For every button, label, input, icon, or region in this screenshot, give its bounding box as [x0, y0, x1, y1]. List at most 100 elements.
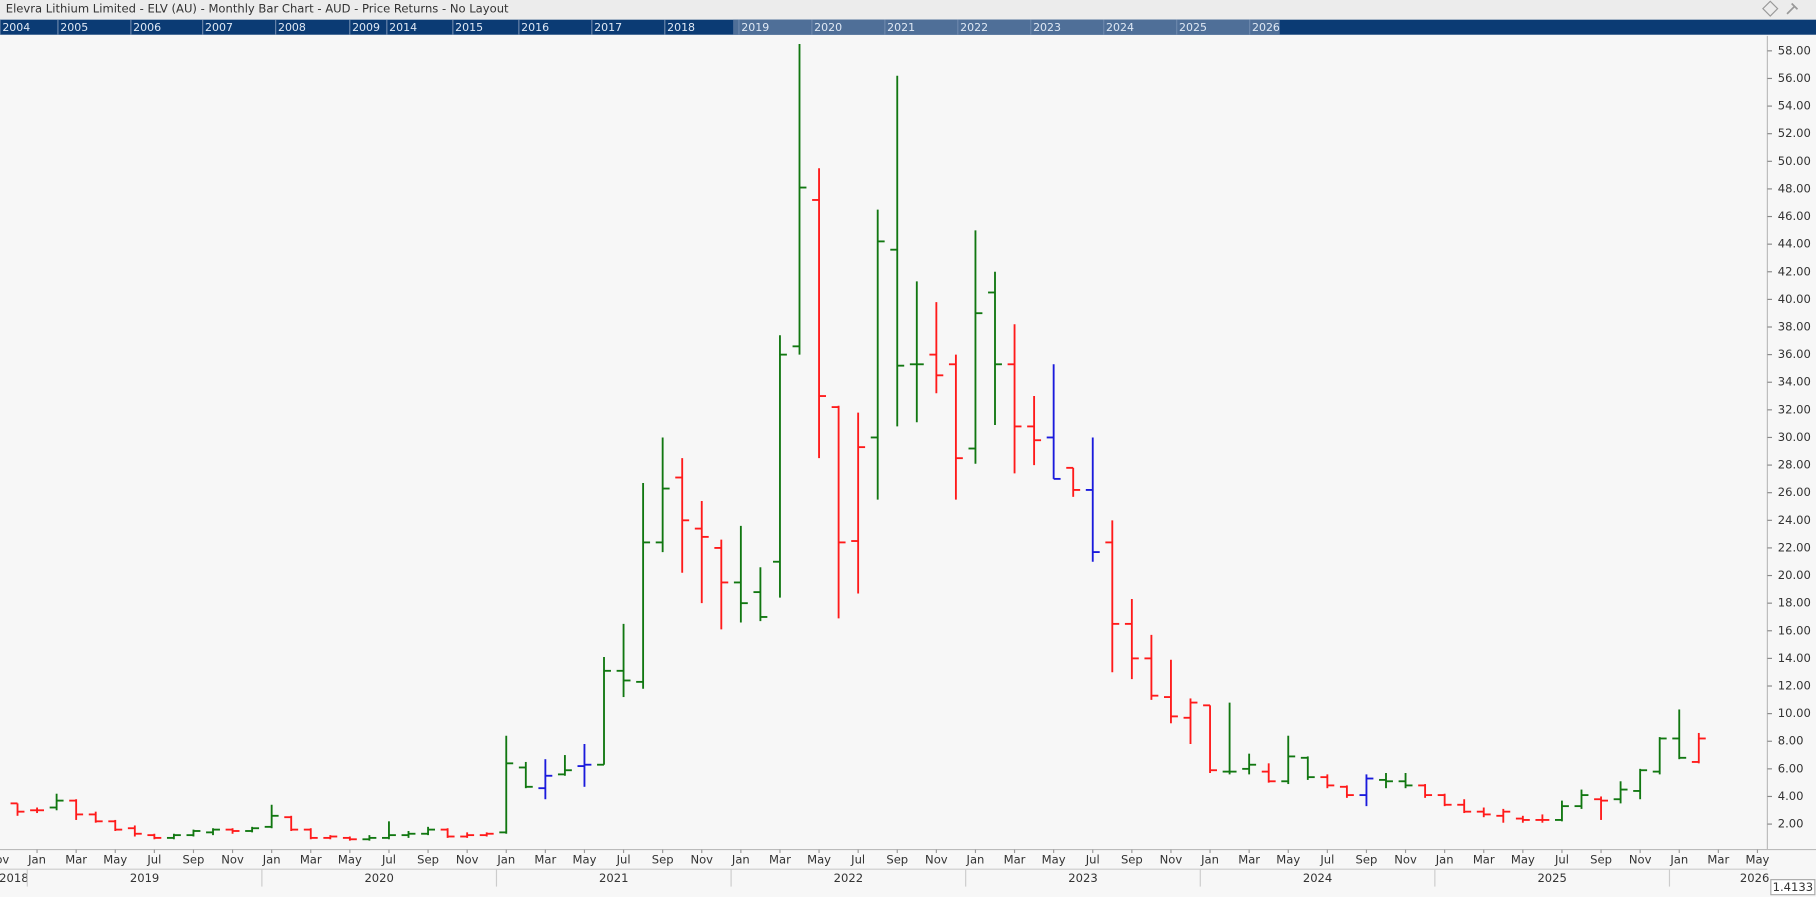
y-tick-label: 2.00	[1778, 817, 1804, 831]
ohlc-bar	[890, 75, 905, 427]
y-tick-label: 42.00	[1778, 264, 1811, 278]
ohlc-bar	[616, 623, 631, 698]
x-tick-label: Jan	[27, 852, 46, 866]
x-tick-label: Sep	[417, 852, 439, 866]
x-tick-label: Jul	[1085, 852, 1100, 866]
year-label: 2025	[1537, 871, 1566, 885]
year-label: 2018	[0, 871, 29, 885]
y-tick-label: 54.00	[1778, 99, 1811, 113]
ohlc-bar	[1496, 808, 1511, 823]
navigator-year: 2007	[205, 21, 233, 34]
ohlc-bar	[1515, 815, 1530, 823]
x-tick-label: Sep	[1356, 852, 1378, 866]
x-tick-label: Jan	[262, 852, 281, 866]
ohlc-bar	[69, 799, 84, 820]
float-button[interactable]	[1762, 0, 1779, 17]
ohlc-bar	[1457, 799, 1472, 814]
plot-area	[0, 35, 1768, 850]
ohlc-bar	[88, 811, 103, 823]
ohlc-bar	[382, 821, 396, 840]
ohlc-bar	[499, 735, 514, 834]
ohlc-bar	[1124, 599, 1139, 680]
ohlc-bar	[714, 539, 729, 630]
ohlc-bar	[557, 755, 572, 776]
x-tick-label: May	[103, 852, 127, 866]
price-box	[1770, 879, 1816, 896]
x-tick-label: Sep	[886, 852, 908, 866]
ohlc-bar	[1046, 364, 1061, 480]
ohlc-bar	[1144, 634, 1159, 700]
ohlc-bar	[1574, 789, 1589, 809]
x-tick-label: Mar	[534, 852, 556, 866]
pin-button[interactable]	[1786, 2, 1799, 15]
x-tick-label: Nov	[925, 852, 948, 866]
y-tick-label: 52.00	[1778, 126, 1811, 140]
y-tick-label: 18.00	[1778, 596, 1811, 610]
x-tick-label: May	[1042, 852, 1066, 866]
ohlc-bar	[773, 335, 787, 598]
year-label: 2019	[130, 871, 159, 885]
navigator-year: 2017	[594, 21, 622, 34]
x-tick-label: Jan	[1669, 852, 1688, 866]
x-tick-label: Nov	[456, 852, 479, 866]
ohlc-bar	[1261, 763, 1276, 783]
ohlc-bar	[870, 209, 885, 500]
ohlc-bar	[1164, 659, 1178, 724]
ohlc-bar	[1203, 704, 1217, 773]
x-tick-label: Jan	[496, 852, 515, 866]
y-tick-label: 20.00	[1778, 568, 1811, 582]
ohlc-bar	[988, 271, 1002, 426]
ohlc-bar	[1594, 796, 1608, 820]
navigator-year: 2024	[1106, 21, 1134, 34]
ohlc-bar	[30, 807, 45, 814]
y-tick-label: 32.00	[1778, 402, 1811, 416]
x-tick-label: Sep	[183, 852, 205, 866]
x-tick-label: Sep	[1590, 852, 1612, 866]
x-tick-label: Mar	[1473, 852, 1495, 866]
ohlc-bar	[1437, 793, 1452, 807]
ohlc-bar	[1027, 396, 1042, 466]
y-tick-label: 30.00	[1778, 430, 1811, 444]
navigator-year: 2016	[521, 21, 549, 34]
y-tick-label: 14.00	[1778, 651, 1811, 665]
ohlc-bar	[1613, 781, 1628, 804]
x-tick-label: Mar	[1707, 852, 1729, 866]
y-tick-label: 44.00	[1778, 237, 1811, 251]
ohlc-bar	[1066, 466, 1081, 497]
bars	[10, 43, 1706, 841]
navigator-year: 2022	[960, 21, 988, 34]
ohlc-bar	[1320, 774, 1335, 789]
ohlc-bar	[440, 828, 455, 838]
ohlc-bar	[1281, 735, 1296, 785]
title-bar	[0, 0, 1816, 20]
ohlc-bar	[577, 744, 592, 787]
x-tick-label: Nov	[690, 852, 713, 866]
ohlc-bar	[538, 759, 553, 800]
year-label: 2022	[834, 871, 863, 885]
ohlc-bar	[597, 657, 611, 766]
y-tick-label: 34.00	[1778, 375, 1811, 389]
x-tick-label: Nov	[1160, 852, 1183, 866]
ohlc-bar	[1476, 807, 1491, 818]
y-tick-label: 38.00	[1778, 320, 1811, 334]
navigator[interactable]: 2004 2005 2006 2007 2008 2009 2014 2015 2016 2017…	[0, 19, 1816, 35]
navigator-year: 2023	[1033, 21, 1061, 34]
x-tick-label: Jul	[1319, 852, 1334, 866]
navigator-year: 2005	[60, 21, 88, 34]
ohlc-bar	[1398, 772, 1413, 789]
navigator-year: 2025	[1179, 21, 1207, 34]
ohlc-bar	[1359, 774, 1374, 807]
navigator-window[interactable]	[733, 19, 1280, 35]
year-label: 2020	[364, 871, 393, 885]
x-tick-label: May	[1745, 852, 1769, 866]
year-label: 2021	[599, 871, 628, 885]
x-tick-label: Jul	[1554, 852, 1569, 866]
ohlc-bar	[733, 525, 748, 623]
navigator-year: 2014	[389, 21, 417, 34]
x-tick-label: Sep	[652, 852, 674, 866]
x-tick-label: May	[338, 852, 362, 866]
x-tick-label: Nov	[1394, 852, 1417, 866]
ohlc-bar	[1535, 814, 1550, 823]
y-tick-label: 6.00	[1778, 761, 1804, 775]
